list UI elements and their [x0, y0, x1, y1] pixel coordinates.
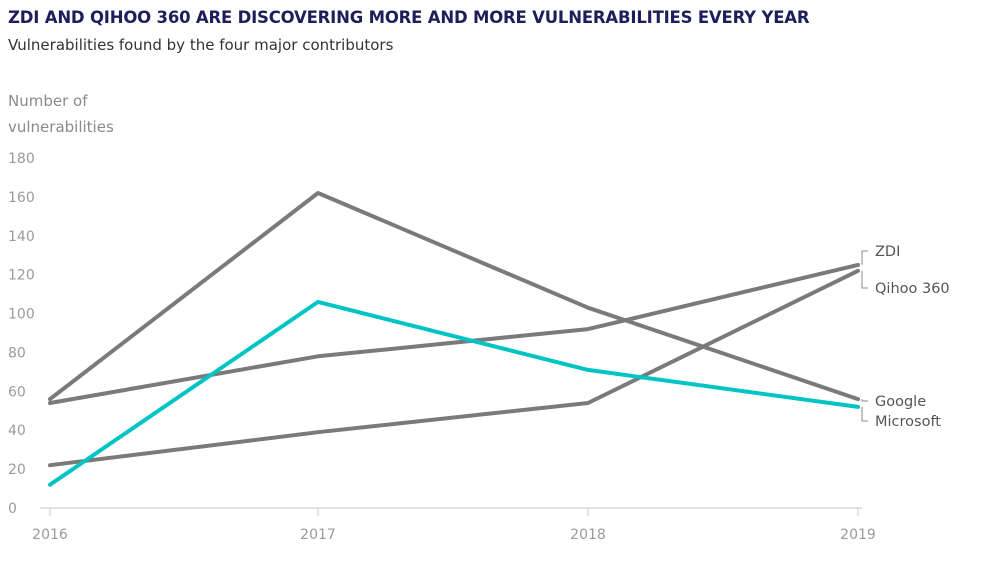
label-connector-google — [861, 399, 868, 402]
y-tick-label: 160 — [8, 190, 35, 206]
series-lines — [48, 191, 860, 487]
series-line-google — [48, 191, 860, 402]
y-tick-label: 0 — [8, 501, 17, 517]
x-tick-label: 2019 — [840, 527, 876, 543]
series-line-qihoo-360 — [48, 268, 860, 468]
y-tick-label: 140 — [8, 229, 35, 245]
y-tick-label: 120 — [8, 268, 35, 284]
y-tick-label: 100 — [8, 307, 35, 323]
series-line-microsoft — [48, 299, 860, 487]
y-axis-label-line-2: vulnerabilities — [8, 118, 114, 136]
series-line-zdi — [48, 262, 860, 405]
series-label-google: Google — [875, 394, 926, 410]
series-label-qihoo-360: Qihoo 360 — [875, 281, 950, 297]
y-tick-label: 60 — [8, 384, 26, 400]
y-tick-label: 20 — [8, 462, 26, 478]
series-label-zdi: ZDI — [875, 244, 900, 260]
chart-title: ZDI AND QIHOO 360 ARE DISCOVERING MORE A… — [8, 8, 810, 27]
label-connector-microsoft — [861, 406, 868, 422]
axes: 0 20 40 60 80 100 120 140 160 180 2016 2017 2018 2019 — [8, 151, 876, 543]
y-axis-label-line-1: Number of — [8, 92, 88, 110]
y-tick-label: 40 — [8, 423, 26, 439]
y-tick-label: 80 — [8, 345, 26, 361]
x-tick-label: 2016 — [32, 527, 68, 543]
x-tick-label: 2017 — [300, 527, 336, 543]
label-connector-qihoo-360 — [861, 270, 868, 289]
y-tick-label: 180 — [8, 151, 35, 167]
x-tick-label: 2018 — [570, 527, 606, 543]
series-label-microsoft: Microsoft — [875, 414, 941, 430]
label-connector-zdi — [861, 250, 868, 265]
chart-subtitle: Vulnerabilities found by the four major … — [8, 36, 394, 54]
end-labels: ZDI Qihoo 360 Google Microsoft — [861, 244, 950, 430]
y-axis-label: Number of vulnerabilities — [8, 88, 114, 140]
